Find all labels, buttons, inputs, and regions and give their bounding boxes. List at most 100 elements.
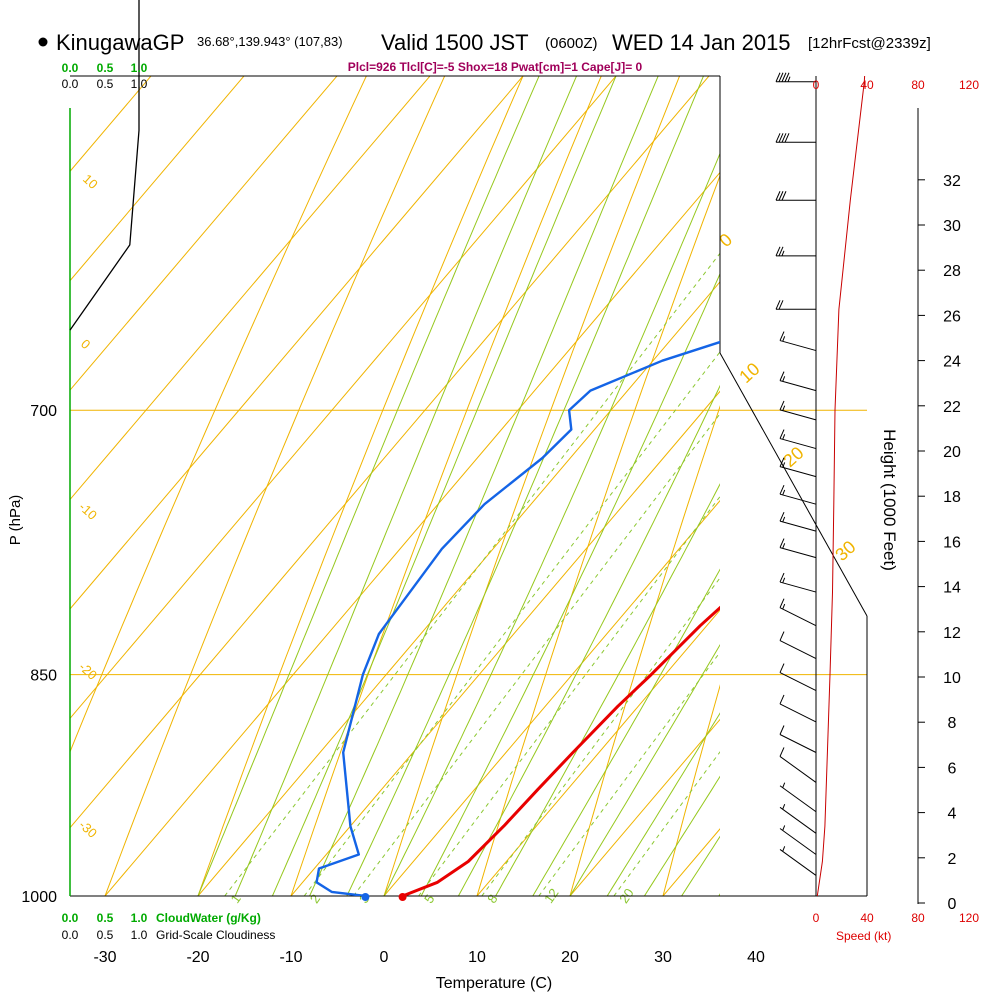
wind-barbs	[775, 72, 817, 876]
temperature-tick-label: -30	[93, 949, 116, 966]
dry-adiabat-line	[383, 76, 681, 896]
wind-barb	[779, 511, 817, 532]
mixing-ratio-label: 1	[227, 892, 243, 907]
cloudiness-tick-top: 0.0	[62, 77, 79, 91]
wind-barb	[779, 457, 817, 478]
isotherm-line	[290, 390, 720, 896]
mixing-ratio-line	[353, 413, 720, 896]
height-tick-label: 28	[943, 263, 961, 280]
moist-adiabat-line	[606, 712, 720, 896]
temperature-axis: -30 -20 -10 0 10 20 30 40	[93, 949, 765, 966]
wind-barb	[779, 694, 817, 723]
moist-adiabat-line	[346, 76, 705, 896]
isotherm-label: 10	[80, 171, 101, 192]
mixing-ratio-line	[303, 351, 720, 896]
y-axis-label: P (hPa)	[7, 495, 24, 546]
height-tick-label: 6	[948, 760, 957, 777]
cloudiness-axis-label: Grid-Scale Cloudiness	[156, 928, 275, 942]
mixing-ratio-label: 5	[421, 892, 437, 907]
moist-adiabat-line	[569, 643, 720, 896]
height-tick-label: 16	[943, 534, 961, 551]
temperature-tick-label: 20	[561, 949, 579, 966]
height-tick-label: 2	[948, 851, 957, 868]
x-axis-label: Temperature (C)	[436, 975, 552, 992]
moist-adiabat-line	[234, 76, 578, 896]
mixing-ratio-label: 8	[484, 892, 500, 907]
temperature-tick-label: 10	[468, 949, 486, 966]
dry-adiabat-line	[849, 0, 1000, 896]
height-tick-label: 30	[943, 218, 961, 235]
moist-adiabat-line	[383, 152, 720, 896]
height-tick-label: 26	[943, 308, 961, 325]
moist-adiabat-line	[309, 76, 659, 896]
cloudwater-tick-top: 1.0	[131, 61, 148, 75]
dry-adiabat-line	[476, 174, 720, 896]
height-tick-label: 12	[943, 625, 961, 642]
forecast-info: [12hrFcst@2339z]	[808, 35, 931, 52]
wind-barb	[779, 804, 817, 834]
pressure-tick-label: 1000	[21, 889, 57, 906]
cloudiness-tick-bottom: 0.0	[62, 928, 79, 942]
moist-adiabat-line	[271, 76, 617, 896]
wind-barb	[779, 782, 817, 813]
wind-barb	[779, 825, 817, 855]
isotherm-label: 10	[735, 359, 763, 387]
height-tick-label: 24	[943, 354, 961, 371]
cloudiness-profile-line	[69, 0, 140, 331]
moist-adiabat-line	[457, 384, 720, 896]
wind-barb	[779, 747, 817, 783]
wind-speed-tick-bottom: 120	[959, 911, 979, 925]
surface-temperature-marker	[398, 893, 407, 901]
height-tick-label: 22	[943, 399, 961, 416]
isobar-lines	[70, 409, 867, 897]
dry-adiabat-lines	[70, 0, 1000, 896]
wind-barb	[779, 400, 817, 421]
isotherm-line	[70, 76, 524, 610]
temperature-tick-label: -10	[279, 949, 302, 966]
moist-adiabat-lines	[197, 76, 720, 896]
isotherm-line	[476, 609, 720, 896]
temperature-trace	[402, 605, 720, 896]
height-axis-label: Height (1000 Feet)	[880, 429, 899, 571]
wind-barb	[779, 538, 817, 559]
station-coords: 36.68°,139.943° (107,83)	[197, 34, 343, 49]
isotherm-lines	[0, 0, 1000, 896]
moist-adiabat-line	[420, 272, 720, 896]
moist-adiabat-line	[197, 76, 540, 896]
sounding-indices: Plcl=926 Tlcl[C]=-5 Shox=18 Pwat[cm]=1 C…	[348, 60, 643, 74]
surface-dewpoint-marker	[361, 893, 370, 901]
valid-utc: (0600Z)	[545, 35, 598, 52]
isotherm-line	[849, 0, 1000, 896]
height-tick-label: 20	[943, 444, 961, 461]
isotherm-line	[0, 0, 873, 896]
wind-barb	[775, 133, 816, 143]
mixing-ratio-lines	[224, 252, 720, 896]
wind-speed-tick-bottom: 40	[860, 911, 874, 925]
wind-barb	[779, 572, 817, 593]
height-tick-label: 18	[943, 489, 961, 506]
isotherm-label: -10	[76, 499, 100, 523]
moist-adiabat-line	[532, 568, 720, 896]
wind-barb	[779, 846, 817, 876]
cloudiness-tick-bottom: 1.0	[131, 928, 148, 942]
wind-barb	[779, 598, 817, 627]
cloudiness-tick-top: 1.0	[131, 77, 148, 91]
wind-barb	[775, 300, 816, 310]
isotherm-line	[70, 76, 617, 720]
wind-barb	[779, 631, 817, 659]
isotherm-label: -20	[76, 659, 100, 683]
height-tick-label: 0	[948, 896, 957, 913]
moist-adiabat-line	[495, 483, 720, 896]
wind-barb	[775, 191, 816, 201]
height-tick-label: 10	[943, 670, 961, 687]
height-tick-label: 14	[943, 580, 961, 597]
cloud-axis: 0.0 0.0 0.5 0.5 1.0 1.0 0.0 0.0 0.5 0.5 1.0 1.0	[62, 61, 148, 942]
isotherm-line	[104, 171, 720, 896]
cloudwater-axis-label: CloudWater (g/Kg)	[156, 911, 261, 925]
cloudwater-tick-bottom: 1.0	[131, 911, 148, 925]
chart-header: KinugawaGP 36.68°,139.943° (107,83) Vali…	[38, 30, 931, 74]
pressure-axis: 2503004005007008501000	[21, 403, 57, 906]
wind-speed-tick-top: 0	[813, 78, 820, 92]
